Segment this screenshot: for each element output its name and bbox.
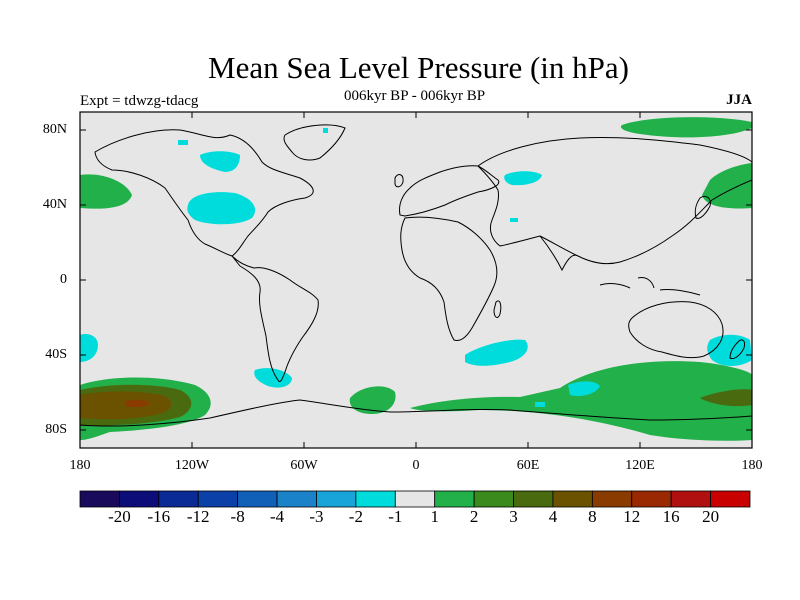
anomaly-n-pacific-west [80,174,132,209]
anomaly-south-atlantic [349,386,396,414]
anomaly-small-south [535,402,545,407]
colorbar-box [670,490,711,508]
colorbar-box [710,490,751,508]
anomaly-asia-caspian [504,171,542,186]
anomaly-indian-ocean [465,339,528,366]
anomaly-new-zealand [707,334,752,366]
y-tick-40n: 40N [42,197,67,212]
map-title: Mean Sea Level Pressure (in hPa) [208,50,629,85]
colorbar-box [119,490,160,508]
colorbar-label: 1 [430,507,439,526]
colorbar-box [79,490,120,508]
y-tick-80s: 80S [45,422,67,437]
colorbar-box [473,490,514,508]
colorbar-box [513,490,554,508]
anomaly-east-asia [702,163,752,209]
colorbar-boxes [79,490,751,508]
x-tick-180e: 180 [741,458,763,473]
colorbar-label: -16 [147,507,171,526]
colorbar-box [434,490,475,508]
colorbar-label: -2 [348,507,363,526]
y-tick-0: 0 [60,272,67,287]
colorbar-label: 4 [548,507,558,526]
colorbar-label: 2 [469,507,479,526]
colorbar-label: -8 [230,507,245,526]
experiment-label: Expt = tdwzg-tdacg [80,93,199,109]
colorbar-box [276,490,317,508]
colorbar-label: 3 [509,507,518,526]
x-tick-120e: 120E [625,458,655,473]
colorbar-box [158,490,199,508]
anomaly-fields [80,117,752,441]
y-tick-80n: 80N [42,122,67,137]
colorbar-box [355,490,396,508]
colorbar-label: 8 [588,507,597,526]
colorbar-box [631,490,672,508]
anomaly-indian-ocean-south [568,381,600,396]
colorbar-label: -12 [186,507,210,526]
y-tick-40s: 40S [45,347,67,362]
anomaly-north-america [187,192,256,225]
colorbar-box [394,490,436,508]
coastlines [80,124,752,427]
anomaly-south-pacific-olive [80,391,172,420]
tick-marks [79,112,753,448]
colorbar-label: -3 [309,507,324,526]
colorbar-label: -20 [108,507,131,526]
anomaly-se-pacific-dark [700,389,752,407]
colorbar-label: 12 [623,507,641,526]
colorbar-label: -4 [269,507,285,526]
colorbar-box [197,490,239,508]
colorbar-box [552,490,593,508]
anomaly-south-america [254,368,292,388]
anomaly-arctic-small [323,128,328,133]
colorbar-box [316,490,357,508]
colorbar-label: 16 [662,507,680,526]
anomaly-southern-ocean [410,361,752,441]
colorbar-box [237,490,278,508]
colorbar-box [591,490,633,508]
x-tick-0: 0 [412,458,420,473]
anomaly-n-atlantic-small [178,140,188,145]
x-tick-180w: 180 [69,458,91,473]
colorbar-label: 20 [702,507,720,526]
anomaly-hudson-bay [200,151,240,172]
anomaly-arctic-east [620,117,752,138]
map-subtitle: 006kyr BP - 006kyr BP [343,88,486,104]
season-label: JJA [726,92,752,108]
x-tick-60w: 60W [290,458,318,473]
colorbar-label: -1 [388,507,403,526]
x-tick-120w: 120W [174,458,210,473]
anomaly-south-pacific-core [125,399,150,407]
x-tick-60e: 60E [516,458,540,473]
anomaly-asia-small [510,218,518,222]
